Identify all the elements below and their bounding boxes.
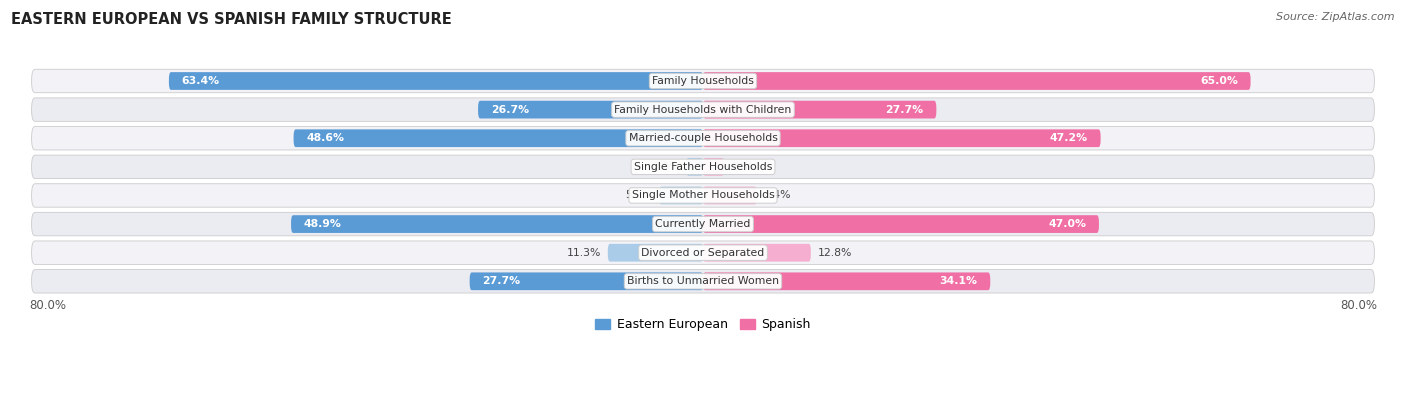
FancyBboxPatch shape: [703, 273, 990, 290]
FancyBboxPatch shape: [703, 215, 1099, 233]
Text: Married-couple Households: Married-couple Households: [628, 133, 778, 143]
FancyBboxPatch shape: [686, 158, 703, 176]
Text: 47.2%: 47.2%: [1050, 133, 1088, 143]
FancyBboxPatch shape: [703, 186, 756, 204]
FancyBboxPatch shape: [31, 241, 1375, 264]
FancyBboxPatch shape: [31, 155, 1375, 179]
FancyBboxPatch shape: [478, 101, 703, 118]
Text: 2.5%: 2.5%: [731, 162, 758, 172]
FancyBboxPatch shape: [703, 72, 1250, 90]
FancyBboxPatch shape: [703, 101, 936, 118]
Text: 6.4%: 6.4%: [763, 190, 792, 200]
FancyBboxPatch shape: [31, 69, 1375, 93]
Legend: Eastern European, Spanish: Eastern European, Spanish: [591, 313, 815, 337]
FancyBboxPatch shape: [31, 213, 1375, 236]
Text: 47.0%: 47.0%: [1049, 219, 1087, 229]
Text: EASTERN EUROPEAN VS SPANISH FAMILY STRUCTURE: EASTERN EUROPEAN VS SPANISH FAMILY STRUC…: [11, 12, 451, 27]
Text: 80.0%: 80.0%: [1340, 299, 1376, 312]
FancyBboxPatch shape: [294, 129, 703, 147]
FancyBboxPatch shape: [31, 98, 1375, 121]
Text: Single Father Households: Single Father Households: [634, 162, 772, 172]
Text: 65.0%: 65.0%: [1201, 76, 1237, 86]
Text: 34.1%: 34.1%: [939, 276, 977, 286]
FancyBboxPatch shape: [703, 158, 724, 176]
Text: 12.8%: 12.8%: [817, 248, 852, 258]
FancyBboxPatch shape: [607, 244, 703, 261]
FancyBboxPatch shape: [470, 273, 703, 290]
Text: 5.2%: 5.2%: [624, 190, 652, 200]
FancyBboxPatch shape: [31, 126, 1375, 150]
Text: Currently Married: Currently Married: [655, 219, 751, 229]
Text: Source: ZipAtlas.com: Source: ZipAtlas.com: [1277, 12, 1395, 22]
Text: 26.7%: 26.7%: [491, 105, 529, 115]
FancyBboxPatch shape: [703, 244, 811, 261]
FancyBboxPatch shape: [659, 186, 703, 204]
Text: Divorced or Separated: Divorced or Separated: [641, 248, 765, 258]
Text: Single Mother Households: Single Mother Households: [631, 190, 775, 200]
Text: 2.0%: 2.0%: [652, 162, 679, 172]
Text: 27.7%: 27.7%: [886, 105, 924, 115]
Text: Births to Unmarried Women: Births to Unmarried Women: [627, 276, 779, 286]
FancyBboxPatch shape: [31, 269, 1375, 293]
FancyBboxPatch shape: [703, 129, 1101, 147]
Text: Family Households: Family Households: [652, 76, 754, 86]
FancyBboxPatch shape: [31, 184, 1375, 207]
FancyBboxPatch shape: [291, 215, 703, 233]
Text: 48.6%: 48.6%: [307, 133, 344, 143]
Text: 80.0%: 80.0%: [30, 299, 66, 312]
Text: 27.7%: 27.7%: [482, 276, 520, 286]
Text: 11.3%: 11.3%: [567, 248, 602, 258]
Text: 48.9%: 48.9%: [304, 219, 342, 229]
FancyBboxPatch shape: [169, 72, 703, 90]
Text: Family Households with Children: Family Households with Children: [614, 105, 792, 115]
Text: 63.4%: 63.4%: [181, 76, 219, 86]
